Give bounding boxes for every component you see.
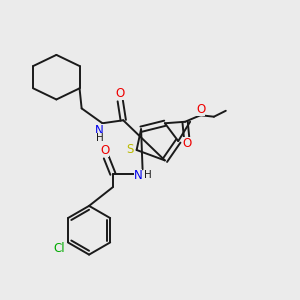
Text: O: O — [182, 137, 191, 150]
Text: Cl: Cl — [53, 242, 65, 256]
Text: H: H — [96, 133, 103, 142]
Text: N: N — [134, 169, 142, 182]
Text: O: O — [100, 144, 110, 158]
Text: O: O — [116, 87, 125, 100]
Text: H: H — [144, 170, 152, 180]
Text: O: O — [196, 103, 206, 116]
Text: N: N — [95, 124, 104, 137]
Text: S: S — [126, 142, 134, 156]
